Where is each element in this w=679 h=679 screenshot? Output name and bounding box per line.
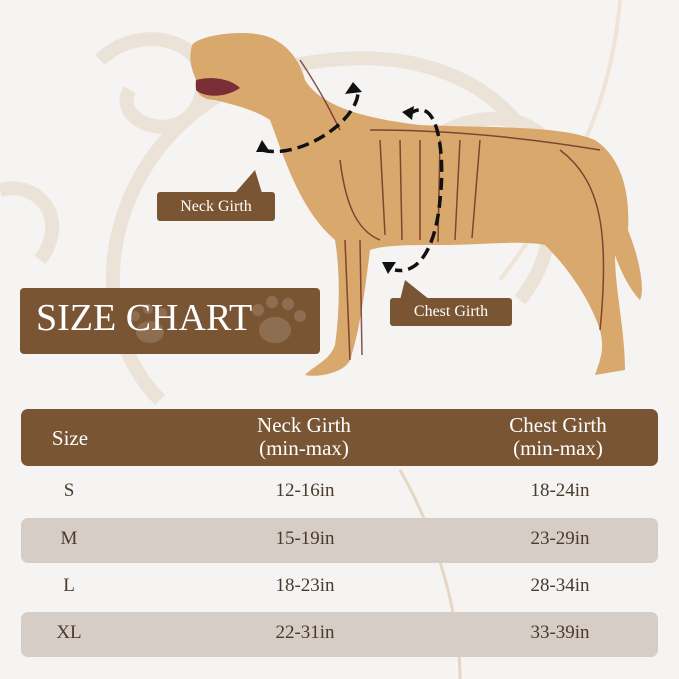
arrow-head-icon — [256, 140, 270, 152]
header-chest: Chest Girth (min-max) — [478, 414, 638, 460]
neck-measure-arrow — [261, 89, 360, 154]
dog-skeleton-image — [190, 33, 642, 376]
label-pointer — [400, 280, 430, 300]
chest-cell: 33-39in — [530, 622, 590, 643]
chest-girth-label: Chest Girth — [390, 298, 512, 326]
arrow-head-icon — [382, 262, 396, 274]
header-chest-line1: Chest Girth — [509, 413, 607, 437]
size-cell: XL — [56, 622, 82, 643]
neck-cell: 18-23in — [275, 575, 335, 596]
chest-cell: 23-29in — [530, 528, 590, 549]
chest-cell: 18-24in — [530, 480, 590, 501]
arrow-head-icon — [402, 106, 414, 120]
dog-mouth — [196, 78, 240, 96]
page-title: SIZE CHART — [36, 297, 253, 339]
row-band — [21, 612, 658, 657]
header-neck-line2: (min-max) — [259, 436, 349, 460]
header-chest-line2: (min-max) — [513, 436, 603, 460]
swirl — [95, 32, 210, 134]
chest-measure-arrow — [394, 108, 444, 273]
row-band — [21, 518, 658, 563]
size-cell: S — [63, 480, 75, 501]
size-cell: L — [63, 575, 75, 596]
label-pointer — [235, 170, 262, 193]
size-cell: M — [60, 528, 78, 549]
header-neck-line1: Neck Girth — [257, 413, 351, 437]
header-size: Size — [51, 426, 89, 450]
table-header — [21, 409, 658, 466]
chest-cell: 28-34in — [530, 575, 590, 596]
header-neck: Neck Girth (min-max) — [224, 414, 384, 460]
swirl — [0, 181, 60, 265]
arrow-head-icon — [345, 82, 362, 94]
neck-girth-label: Neck Girth — [157, 192, 275, 221]
paw-print-icon — [130, 296, 306, 343]
neck-cell: 15-19in — [275, 528, 335, 549]
neck-cell: 22-31in — [275, 622, 335, 643]
neck-cell: 12-16in — [275, 480, 335, 501]
title-banner — [20, 288, 320, 354]
dog-body — [190, 33, 642, 376]
